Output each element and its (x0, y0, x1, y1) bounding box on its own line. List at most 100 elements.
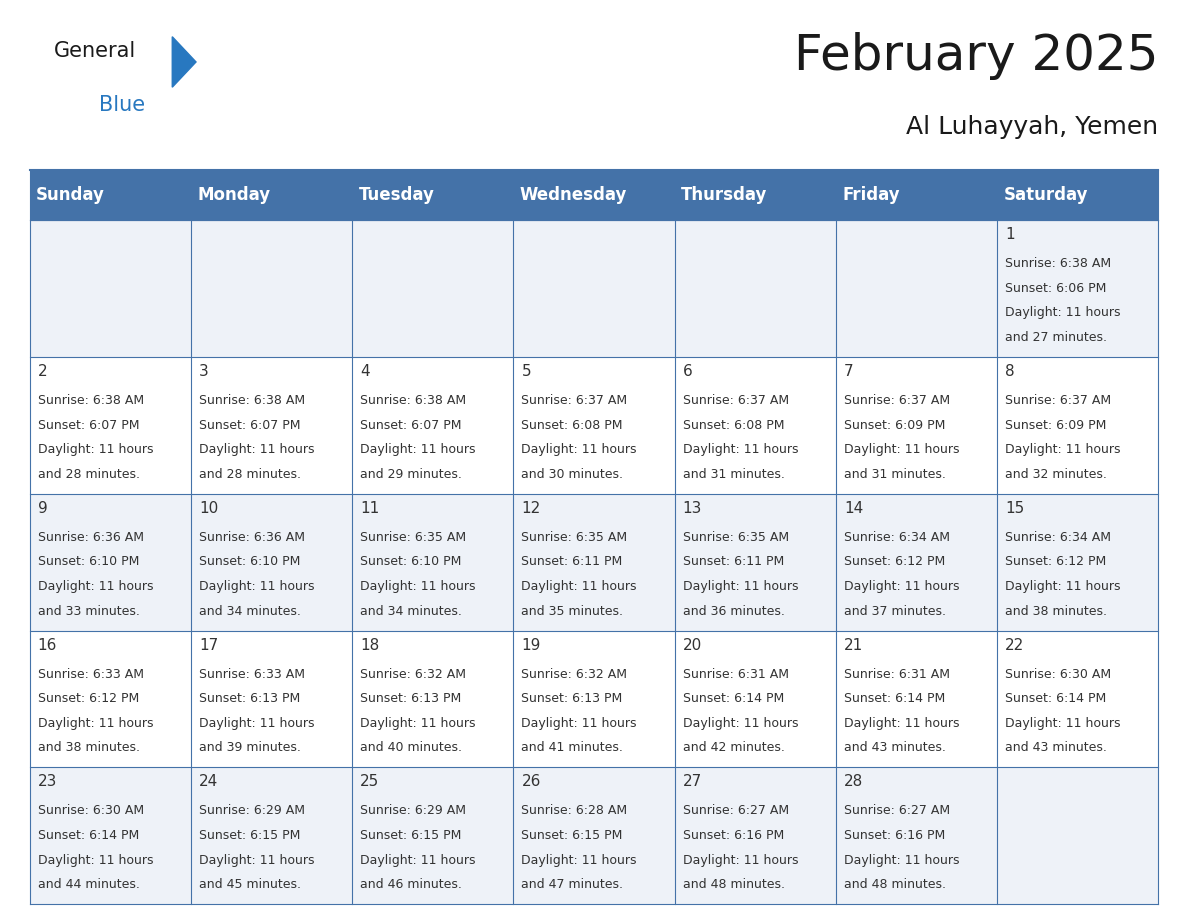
Text: Sunset: 6:08 PM: Sunset: 6:08 PM (683, 419, 784, 431)
Text: Sunset: 6:13 PM: Sunset: 6:13 PM (360, 692, 461, 705)
Text: 21: 21 (843, 637, 864, 653)
Text: Sunrise: 6:30 AM: Sunrise: 6:30 AM (38, 804, 144, 817)
Text: Sunset: 6:11 PM: Sunset: 6:11 PM (683, 555, 784, 568)
Text: Sunset: 6:12 PM: Sunset: 6:12 PM (843, 555, 946, 568)
Text: 19: 19 (522, 637, 541, 653)
Text: Sunrise: 6:36 AM: Sunrise: 6:36 AM (198, 531, 305, 543)
Bar (191, 767, 352, 904)
Text: and 32 minutes.: and 32 minutes. (1005, 468, 1107, 481)
Text: Sunrise: 6:37 AM: Sunrise: 6:37 AM (522, 394, 627, 407)
Text: Sunrise: 6:38 AM: Sunrise: 6:38 AM (38, 394, 144, 407)
Text: Thursday: Thursday (681, 186, 767, 204)
Text: Daylight: 11 hours: Daylight: 11 hours (1005, 443, 1120, 456)
Text: and 48 minutes.: and 48 minutes. (683, 879, 785, 891)
Text: Daylight: 11 hours: Daylight: 11 hours (198, 580, 315, 593)
Text: 26: 26 (522, 774, 541, 789)
Text: Daylight: 11 hours: Daylight: 11 hours (522, 717, 637, 730)
Text: and 43 minutes.: and 43 minutes. (1005, 742, 1107, 755)
Text: and 27 minutes.: and 27 minutes. (1005, 331, 1107, 344)
Text: Sunset: 6:09 PM: Sunset: 6:09 PM (843, 419, 946, 431)
Bar (997, 220, 1158, 357)
Text: Sunset: 6:16 PM: Sunset: 6:16 PM (843, 829, 946, 842)
Bar (997, 767, 1158, 904)
Text: Sunrise: 6:30 AM: Sunrise: 6:30 AM (1005, 667, 1111, 680)
Bar (675, 357, 836, 494)
Text: 13: 13 (683, 500, 702, 516)
Text: and 38 minutes.: and 38 minutes. (38, 742, 140, 755)
Text: Sunset: 6:12 PM: Sunset: 6:12 PM (38, 692, 139, 705)
Bar (513, 357, 675, 494)
Text: Sunset: 6:13 PM: Sunset: 6:13 PM (198, 692, 301, 705)
Bar (352, 357, 513, 494)
Text: and 37 minutes.: and 37 minutes. (843, 605, 946, 618)
Bar (30, 357, 191, 494)
Bar (513, 631, 675, 767)
Text: Daylight: 11 hours: Daylight: 11 hours (1005, 580, 1120, 593)
Bar (352, 220, 513, 357)
Text: and 46 minutes.: and 46 minutes. (360, 879, 462, 891)
Text: and 48 minutes.: and 48 minutes. (843, 879, 946, 891)
Text: Sunrise: 6:31 AM: Sunrise: 6:31 AM (683, 667, 789, 680)
Text: Daylight: 11 hours: Daylight: 11 hours (683, 854, 798, 867)
Text: Sunrise: 6:28 AM: Sunrise: 6:28 AM (522, 804, 627, 817)
Bar (191, 170, 352, 220)
Text: Daylight: 11 hours: Daylight: 11 hours (843, 717, 960, 730)
Text: and 33 minutes.: and 33 minutes. (38, 605, 140, 618)
Text: Daylight: 11 hours: Daylight: 11 hours (843, 854, 960, 867)
Text: 11: 11 (360, 500, 379, 516)
Text: Sunrise: 6:38 AM: Sunrise: 6:38 AM (360, 394, 467, 407)
Text: and 45 minutes.: and 45 minutes. (198, 879, 301, 891)
Text: and 28 minutes.: and 28 minutes. (38, 468, 140, 481)
Bar (30, 767, 191, 904)
Text: and 47 minutes.: and 47 minutes. (522, 879, 624, 891)
Bar (675, 767, 836, 904)
Text: Sunrise: 6:36 AM: Sunrise: 6:36 AM (38, 531, 144, 543)
Text: Daylight: 11 hours: Daylight: 11 hours (360, 854, 475, 867)
Bar (997, 494, 1158, 631)
Text: Daylight: 11 hours: Daylight: 11 hours (683, 580, 798, 593)
Text: Sunset: 6:14 PM: Sunset: 6:14 PM (1005, 692, 1106, 705)
Text: 27: 27 (683, 774, 702, 789)
Text: Sunrise: 6:33 AM: Sunrise: 6:33 AM (38, 667, 144, 680)
Text: Daylight: 11 hours: Daylight: 11 hours (38, 443, 153, 456)
Text: Sunset: 6:14 PM: Sunset: 6:14 PM (683, 692, 784, 705)
Bar (997, 357, 1158, 494)
Text: Sunset: 6:15 PM: Sunset: 6:15 PM (360, 829, 462, 842)
Text: Sunrise: 6:32 AM: Sunrise: 6:32 AM (522, 667, 627, 680)
Text: 9: 9 (38, 500, 48, 516)
Text: Monday: Monday (197, 186, 271, 204)
Text: Daylight: 11 hours: Daylight: 11 hours (198, 854, 315, 867)
Bar (352, 494, 513, 631)
Bar (675, 494, 836, 631)
Text: Sunrise: 6:34 AM: Sunrise: 6:34 AM (843, 531, 950, 543)
Text: 20: 20 (683, 637, 702, 653)
Text: and 44 minutes.: and 44 minutes. (38, 879, 140, 891)
Text: 1: 1 (1005, 227, 1015, 242)
Bar (352, 767, 513, 904)
Text: Sunset: 6:09 PM: Sunset: 6:09 PM (1005, 419, 1106, 431)
Text: Sunrise: 6:29 AM: Sunrise: 6:29 AM (360, 804, 466, 817)
Text: Daylight: 11 hours: Daylight: 11 hours (38, 580, 153, 593)
Text: Sunrise: 6:37 AM: Sunrise: 6:37 AM (843, 394, 950, 407)
Text: Sunrise: 6:35 AM: Sunrise: 6:35 AM (360, 531, 467, 543)
Bar (997, 170, 1158, 220)
Bar (997, 631, 1158, 767)
Bar (513, 170, 675, 220)
Text: Sunrise: 6:35 AM: Sunrise: 6:35 AM (522, 531, 627, 543)
Text: Daylight: 11 hours: Daylight: 11 hours (683, 717, 798, 730)
Text: 14: 14 (843, 500, 864, 516)
Bar (30, 631, 191, 767)
Bar (30, 170, 191, 220)
Bar (30, 494, 191, 631)
Bar (191, 220, 352, 357)
Text: 16: 16 (38, 637, 57, 653)
Text: Sunset: 6:07 PM: Sunset: 6:07 PM (360, 419, 462, 431)
Text: 5: 5 (522, 364, 531, 379)
Text: Sunset: 6:07 PM: Sunset: 6:07 PM (198, 419, 301, 431)
Text: and 39 minutes.: and 39 minutes. (198, 742, 301, 755)
Bar (30, 220, 191, 357)
Bar (352, 170, 513, 220)
Text: Sunday: Sunday (36, 186, 105, 204)
Text: 7: 7 (843, 364, 853, 379)
Text: Sunrise: 6:37 AM: Sunrise: 6:37 AM (683, 394, 789, 407)
